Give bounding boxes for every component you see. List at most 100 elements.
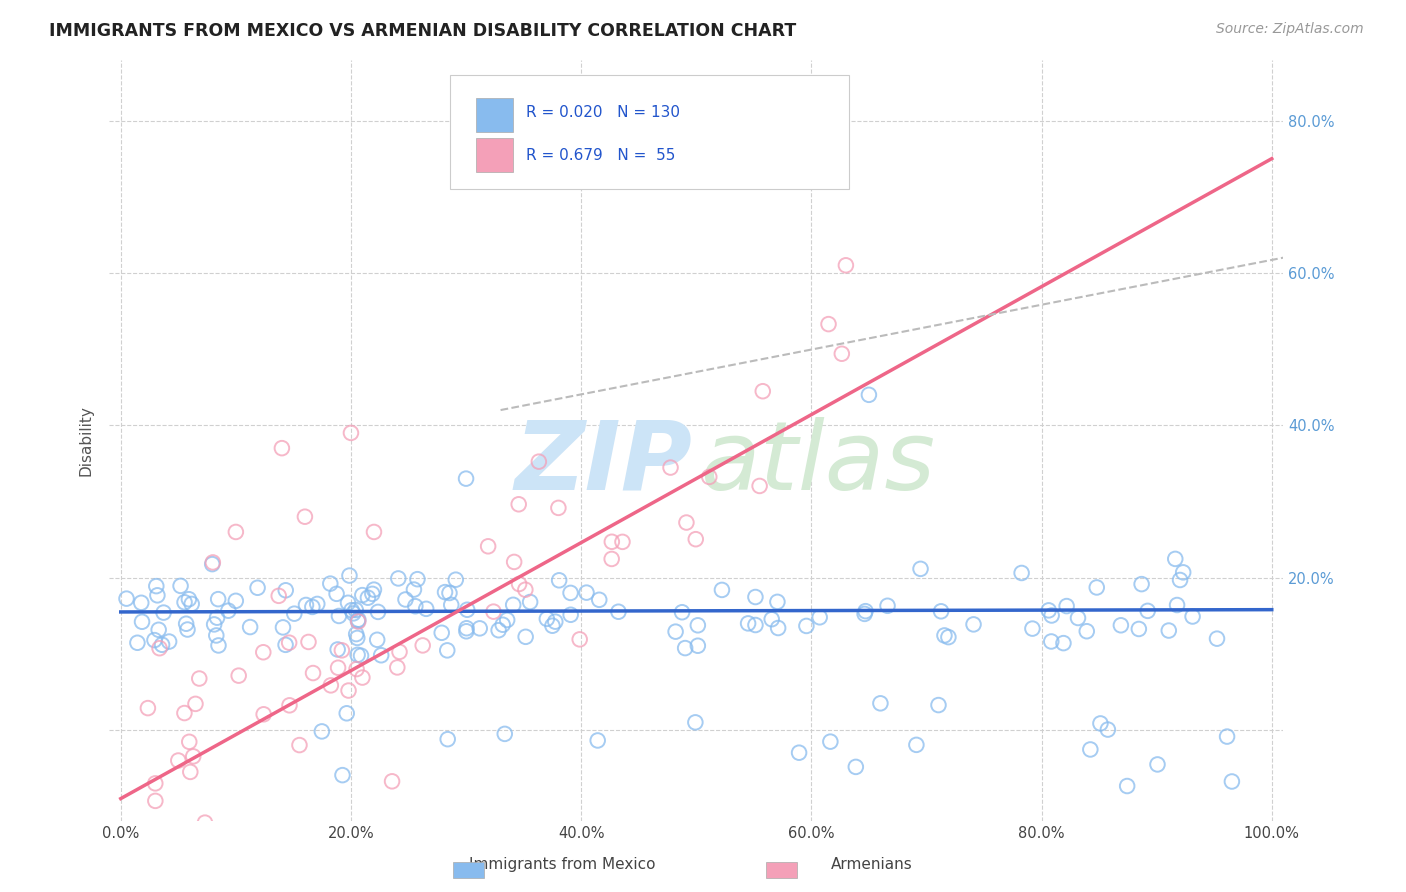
Point — [180, 597, 202, 611]
Point — [267, 589, 290, 603]
Point — [270, 441, 292, 455]
Point — [319, 678, 342, 692]
Point — [330, 643, 353, 657]
Point — [388, 645, 411, 659]
Point — [686, 618, 709, 632]
Point — [492, 617, 515, 632]
Point — [1168, 573, 1191, 587]
Point — [169, 579, 191, 593]
Point — [402, 582, 425, 597]
Point — [575, 585, 598, 599]
Point — [201, 556, 224, 570]
Point — [588, 592, 610, 607]
Point — [673, 641, 696, 656]
Point — [853, 607, 876, 621]
Point — [179, 764, 201, 779]
Point — [283, 607, 305, 621]
Point — [205, 628, 228, 642]
Point — [387, 660, 409, 674]
Point — [905, 738, 928, 752]
Text: R = 0.679   N =  55: R = 0.679 N = 55 — [526, 148, 675, 163]
Point — [311, 724, 333, 739]
Point — [744, 590, 766, 604]
Point — [710, 582, 733, 597]
Point — [430, 625, 453, 640]
Point — [146, 588, 169, 602]
Point — [179, 735, 201, 749]
Point — [143, 794, 166, 808]
Text: IMMIGRANTS FROM MEXICO VS ARMENIAN DISABILITY CORRELATION CHART: IMMIGRANTS FROM MEXICO VS ARMENIAN DISAB… — [49, 22, 796, 40]
Point — [278, 698, 301, 713]
Point — [488, 624, 510, 638]
Point — [515, 582, 537, 597]
Point — [148, 623, 170, 637]
Text: ZIP: ZIP — [515, 417, 693, 510]
Point — [344, 627, 367, 641]
Point — [1173, 566, 1195, 580]
Point — [468, 621, 491, 635]
Point — [548, 574, 571, 588]
Point — [326, 661, 349, 675]
Point — [1076, 624, 1098, 639]
Point — [207, 639, 229, 653]
Point — [346, 662, 368, 676]
Point — [1130, 577, 1153, 591]
Point — [361, 587, 384, 601]
Y-axis label: Disability: Disability — [79, 405, 93, 476]
Point — [342, 607, 364, 621]
Point — [352, 671, 374, 685]
Point — [288, 738, 311, 752]
Point — [1085, 581, 1108, 595]
Point — [278, 635, 301, 649]
Point — [934, 628, 956, 642]
Point — [177, 592, 200, 607]
Text: atlas: atlas — [700, 417, 935, 510]
Point — [173, 706, 195, 720]
Point — [350, 648, 373, 663]
Point — [502, 598, 524, 612]
Point — [477, 539, 499, 553]
Point — [835, 258, 858, 272]
Point — [1040, 608, 1063, 623]
Point — [274, 638, 297, 652]
Point — [394, 592, 416, 607]
Point — [357, 591, 380, 605]
Point — [586, 733, 609, 747]
Point — [150, 638, 173, 652]
Point — [910, 562, 932, 576]
Point — [536, 612, 558, 626]
Point — [143, 776, 166, 790]
Point — [326, 642, 349, 657]
Point — [347, 614, 370, 628]
Point — [176, 623, 198, 637]
Point — [927, 698, 949, 712]
Point — [1116, 779, 1139, 793]
Point — [685, 532, 707, 546]
Point — [869, 696, 891, 710]
Point — [547, 500, 569, 515]
Point — [207, 592, 229, 607]
Text: R = 0.020   N = 130: R = 0.020 N = 130 — [526, 104, 681, 120]
Point — [1220, 774, 1243, 789]
Point — [456, 624, 478, 639]
Point — [131, 615, 153, 629]
Point — [302, 666, 325, 681]
Point — [1181, 609, 1204, 624]
Point — [1097, 723, 1119, 737]
Point — [685, 715, 707, 730]
Point — [659, 460, 682, 475]
Point — [194, 815, 217, 830]
Point — [253, 707, 276, 722]
Point — [1109, 618, 1132, 632]
Point — [600, 552, 623, 566]
Point — [404, 599, 426, 614]
Point — [560, 586, 582, 600]
Point — [808, 610, 831, 624]
Point — [744, 618, 766, 632]
Point — [183, 881, 205, 892]
Point — [787, 746, 810, 760]
Point — [143, 633, 166, 648]
Point — [541, 618, 564, 632]
Point — [796, 619, 818, 633]
Point — [205, 610, 228, 624]
